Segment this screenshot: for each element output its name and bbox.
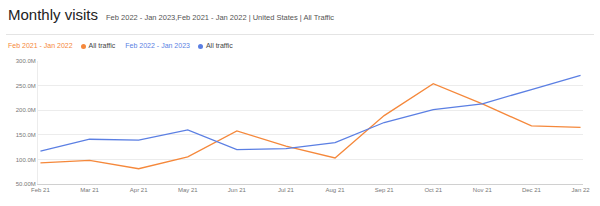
svg-text:Dec 21: Dec 21 bbox=[522, 187, 542, 193]
svg-text:Jul 21: Jul 21 bbox=[278, 187, 295, 193]
svg-text:Aug 21: Aug 21 bbox=[326, 187, 346, 193]
svg-text:50.00M: 50.00M bbox=[16, 181, 36, 187]
svg-text:Feb 21: Feb 21 bbox=[31, 187, 50, 193]
svg-text:200.0M: 200.0M bbox=[16, 107, 36, 113]
html-text:All traffic: All traffic bbox=[88, 42, 116, 49]
svg-text:Jun 21: Jun 21 bbox=[228, 187, 247, 193]
svg-text:May 21: May 21 bbox=[178, 187, 198, 193]
html-text:Monthly visits: Monthly visits bbox=[8, 6, 98, 23]
svg-text:Nov 21: Nov 21 bbox=[473, 187, 493, 193]
svg-text:150.0M: 150.0M bbox=[16, 132, 36, 138]
html-text:Feb 2021 - Jan 2022: Feb 2021 - Jan 2022 bbox=[8, 42, 73, 49]
html-text:All traffic: All traffic bbox=[205, 42, 233, 49]
svg-text:250.0M: 250.0M bbox=[16, 83, 36, 89]
svg-text:Mar 21: Mar 21 bbox=[80, 187, 99, 193]
html-text:Feb 2022 - Jan 2023: Feb 2022 - Jan 2023 bbox=[125, 42, 190, 49]
svg-text:Oct 21: Oct 21 bbox=[424, 187, 442, 193]
svg-text:Sep 21: Sep 21 bbox=[375, 187, 395, 193]
svg-text:100.0M: 100.0M bbox=[16, 157, 36, 163]
html-text:Feb 2022 - Jan 2023,Feb 2021 -: Feb 2022 - Jan 2023,Feb 2021 - Jan 2022 … bbox=[106, 13, 335, 22]
svg-text:300.0M: 300.0M bbox=[16, 58, 36, 64]
svg-text:Jan 22: Jan 22 bbox=[572, 187, 591, 193]
svg-text:Apr 21: Apr 21 bbox=[130, 187, 148, 193]
